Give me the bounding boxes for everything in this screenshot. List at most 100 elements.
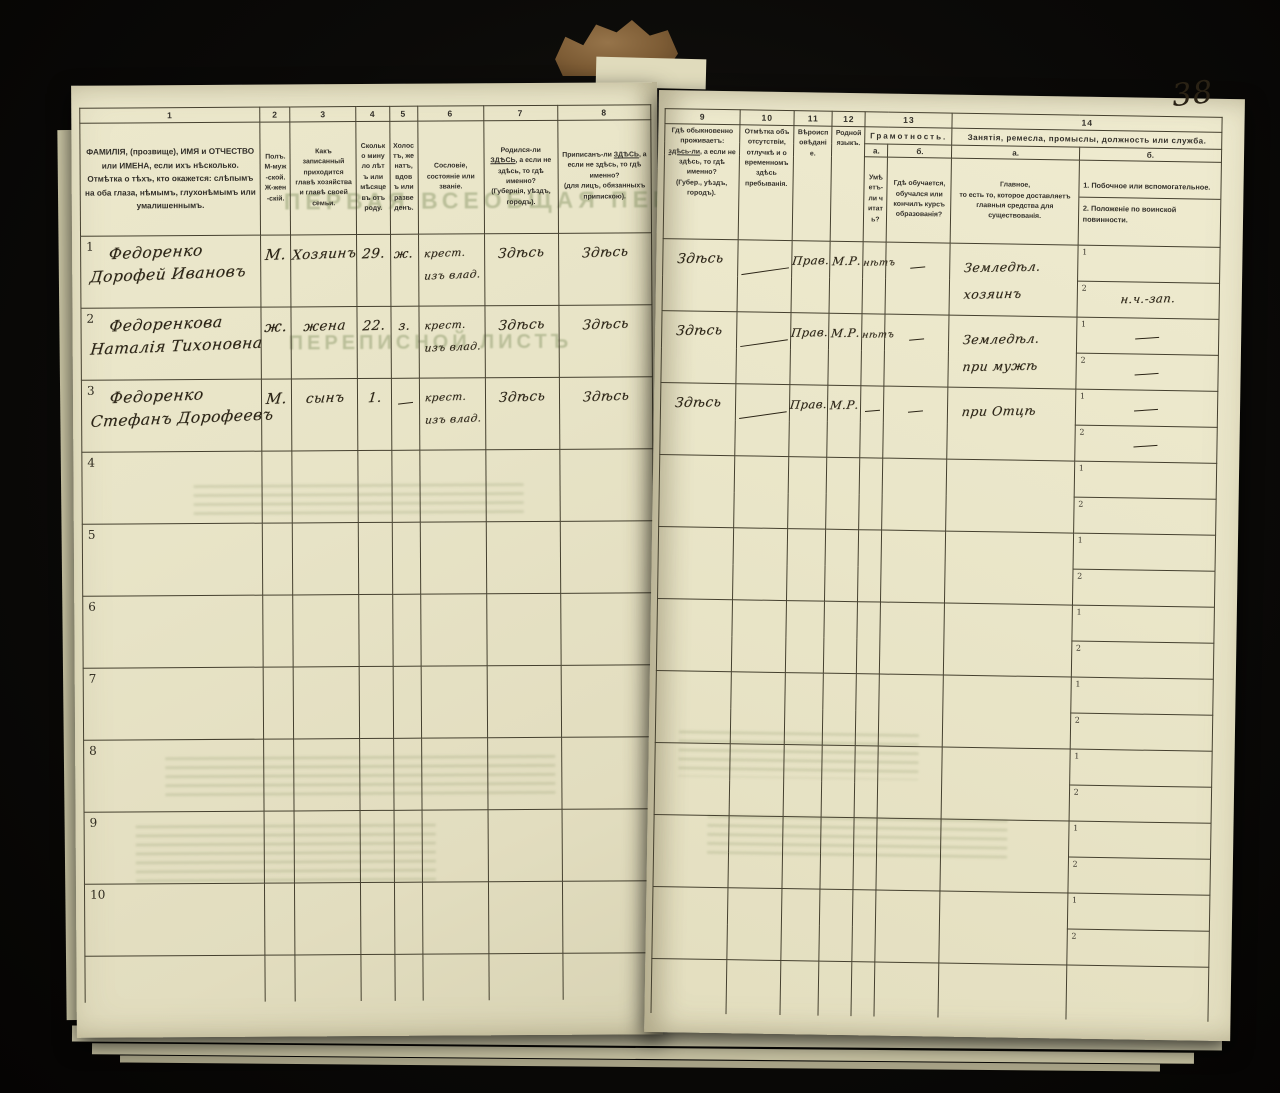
handwritten-entry: изъ влад. [424,411,482,427]
sub-row-label: 1 [1079,391,1086,401]
cell-occupation-main [946,459,1075,534]
handwritten-entry: Здѣсь [497,244,546,263]
cell-absence [729,743,785,817]
handwritten-line: изъ влад. [423,263,484,285]
col-number-5: 5 [389,106,418,122]
cell-marital: ж. [390,234,419,307]
stub-cell [1065,965,1209,1022]
cell-language: М.Р. [828,313,863,386]
cell-occupation-side-2: 2 [1075,353,1219,392]
cell-estate [419,449,486,523]
cell-sex: ж. [261,306,292,380]
handwritten-line: хозяинъ [963,280,1077,309]
col-header-name: ФАМИЛІЯ, (прозвище), ИМЯ и ОТЧЕСТВО или … [79,122,261,237]
handwritten-entry: М. [264,245,288,264]
handwritten-line: при Отцѣ [961,397,1075,426]
cell-occupation-side-1: 1 [1067,893,1210,932]
handwritten-line: изъ влад. [424,335,484,357]
stub-cell [818,961,853,1017]
cell-registered: Здѣсь [559,376,653,450]
cell-religion [785,600,825,674]
col-header-sex: Полъ. М-муж-ской. Ж-жен-скій. [260,121,291,236]
cell-can-read [858,457,884,531]
cell-education [884,314,950,388]
person-row: 8 [83,736,656,813]
sub-row-label: 1 [1077,535,1083,545]
cell-occupation-side-1: 1 [1072,533,1216,572]
cell-marital [393,738,422,811]
sub-row-label: 1 [1078,463,1084,473]
cell-born: Здѣсь [484,233,559,306]
handwritten-entry: сынъ [304,389,346,408]
handwritten-entry: М.Р. [831,253,862,269]
cell-lives [651,886,729,960]
cell-relation [294,882,362,955]
cell-relation [292,450,359,523]
cell-name: 9 [84,811,265,885]
sub-row-label: 2 [1079,427,1085,437]
cell-language [819,889,854,962]
cell-relation [293,594,360,667]
cell-occupation-side-2: 2 [1069,713,1213,752]
cell-name: 4 [81,451,263,525]
cell-name: 2 Федоренкова Наталія Тихоновна [80,307,264,381]
cell-marital [392,594,421,667]
cell-relation: Хозяинъ [290,234,358,307]
cell-registered: Здѣсь [558,232,652,306]
cell-sex [263,738,295,812]
handwritten-entry: крест. [423,318,467,333]
sub-row-label: 2 [1080,355,1086,365]
cell-registered [560,664,655,738]
cell-registered [561,736,656,810]
dash-mark [1133,444,1158,448]
cell-occupation-main [941,747,1070,822]
cell-estate [421,809,489,883]
census-table-left: 1 2 3 4 5 6 7 8 ФАМИЛІЯ, (прозвище), ИМЯ… [79,104,657,1003]
cell-absence [732,527,788,601]
person-row-right: 1 [655,670,1214,750]
person-row-right: 1 [658,454,1217,534]
person-row: 5 [82,520,654,597]
sub-letter-13b: б. [887,144,953,159]
person-row: 7 [83,664,655,741]
cell-lives [654,742,731,816]
col-number-3: 3 [290,106,357,122]
sub-row-label: 1 [1082,247,1088,257]
col-number-10: 10 [740,109,795,126]
stub-cell [488,953,563,1001]
handwritten-entry: Федоренко [108,385,205,408]
row-number: 10 [89,887,106,902]
cell-occupation-side-2: 2 [1074,425,1218,464]
handwritten-entry: изъ влад. [423,267,481,283]
cell-registered [559,448,654,522]
name-line: Стефанъ Дорофеевъ [90,405,275,430]
handwritten-entry: крест. [423,390,467,405]
person-row-right: 1 [654,742,1213,822]
sub-row-label: 1 [1076,607,1082,617]
cell-religion: Прав. [788,384,828,458]
cell-can-read: нѣтъ [861,313,895,387]
handwritten-line: Земледѣл. [963,325,1076,354]
cell-religion [782,816,822,890]
cell-language [825,457,861,530]
cell-language: М.Р. [827,385,862,458]
cell-born [486,593,561,666]
stub-cell [851,961,876,1017]
cell-religion [787,456,828,530]
handwritten-entry: изъ влад. [423,339,482,355]
col-number-6: 6 [417,105,484,122]
handwritten-entry: з. [397,317,412,334]
cell-religion [786,528,826,602]
stub-cell [361,954,395,1002]
col-header-occupation-side: 1. Побочное или вспомогательное. 2. Поло… [1077,160,1222,248]
cell-registered [560,592,655,666]
dash-mark [738,411,787,420]
cell-lives [658,454,735,528]
cell-education [878,674,944,748]
col-number-8: 8 [557,104,651,121]
dash-mark [1135,336,1160,340]
handwritten-line: изъ влад. [424,407,485,429]
row-number: 9 [89,815,98,830]
sub-row-label: 2 [1077,571,1083,581]
name-line: Дорофей Ивановъ [89,262,260,286]
